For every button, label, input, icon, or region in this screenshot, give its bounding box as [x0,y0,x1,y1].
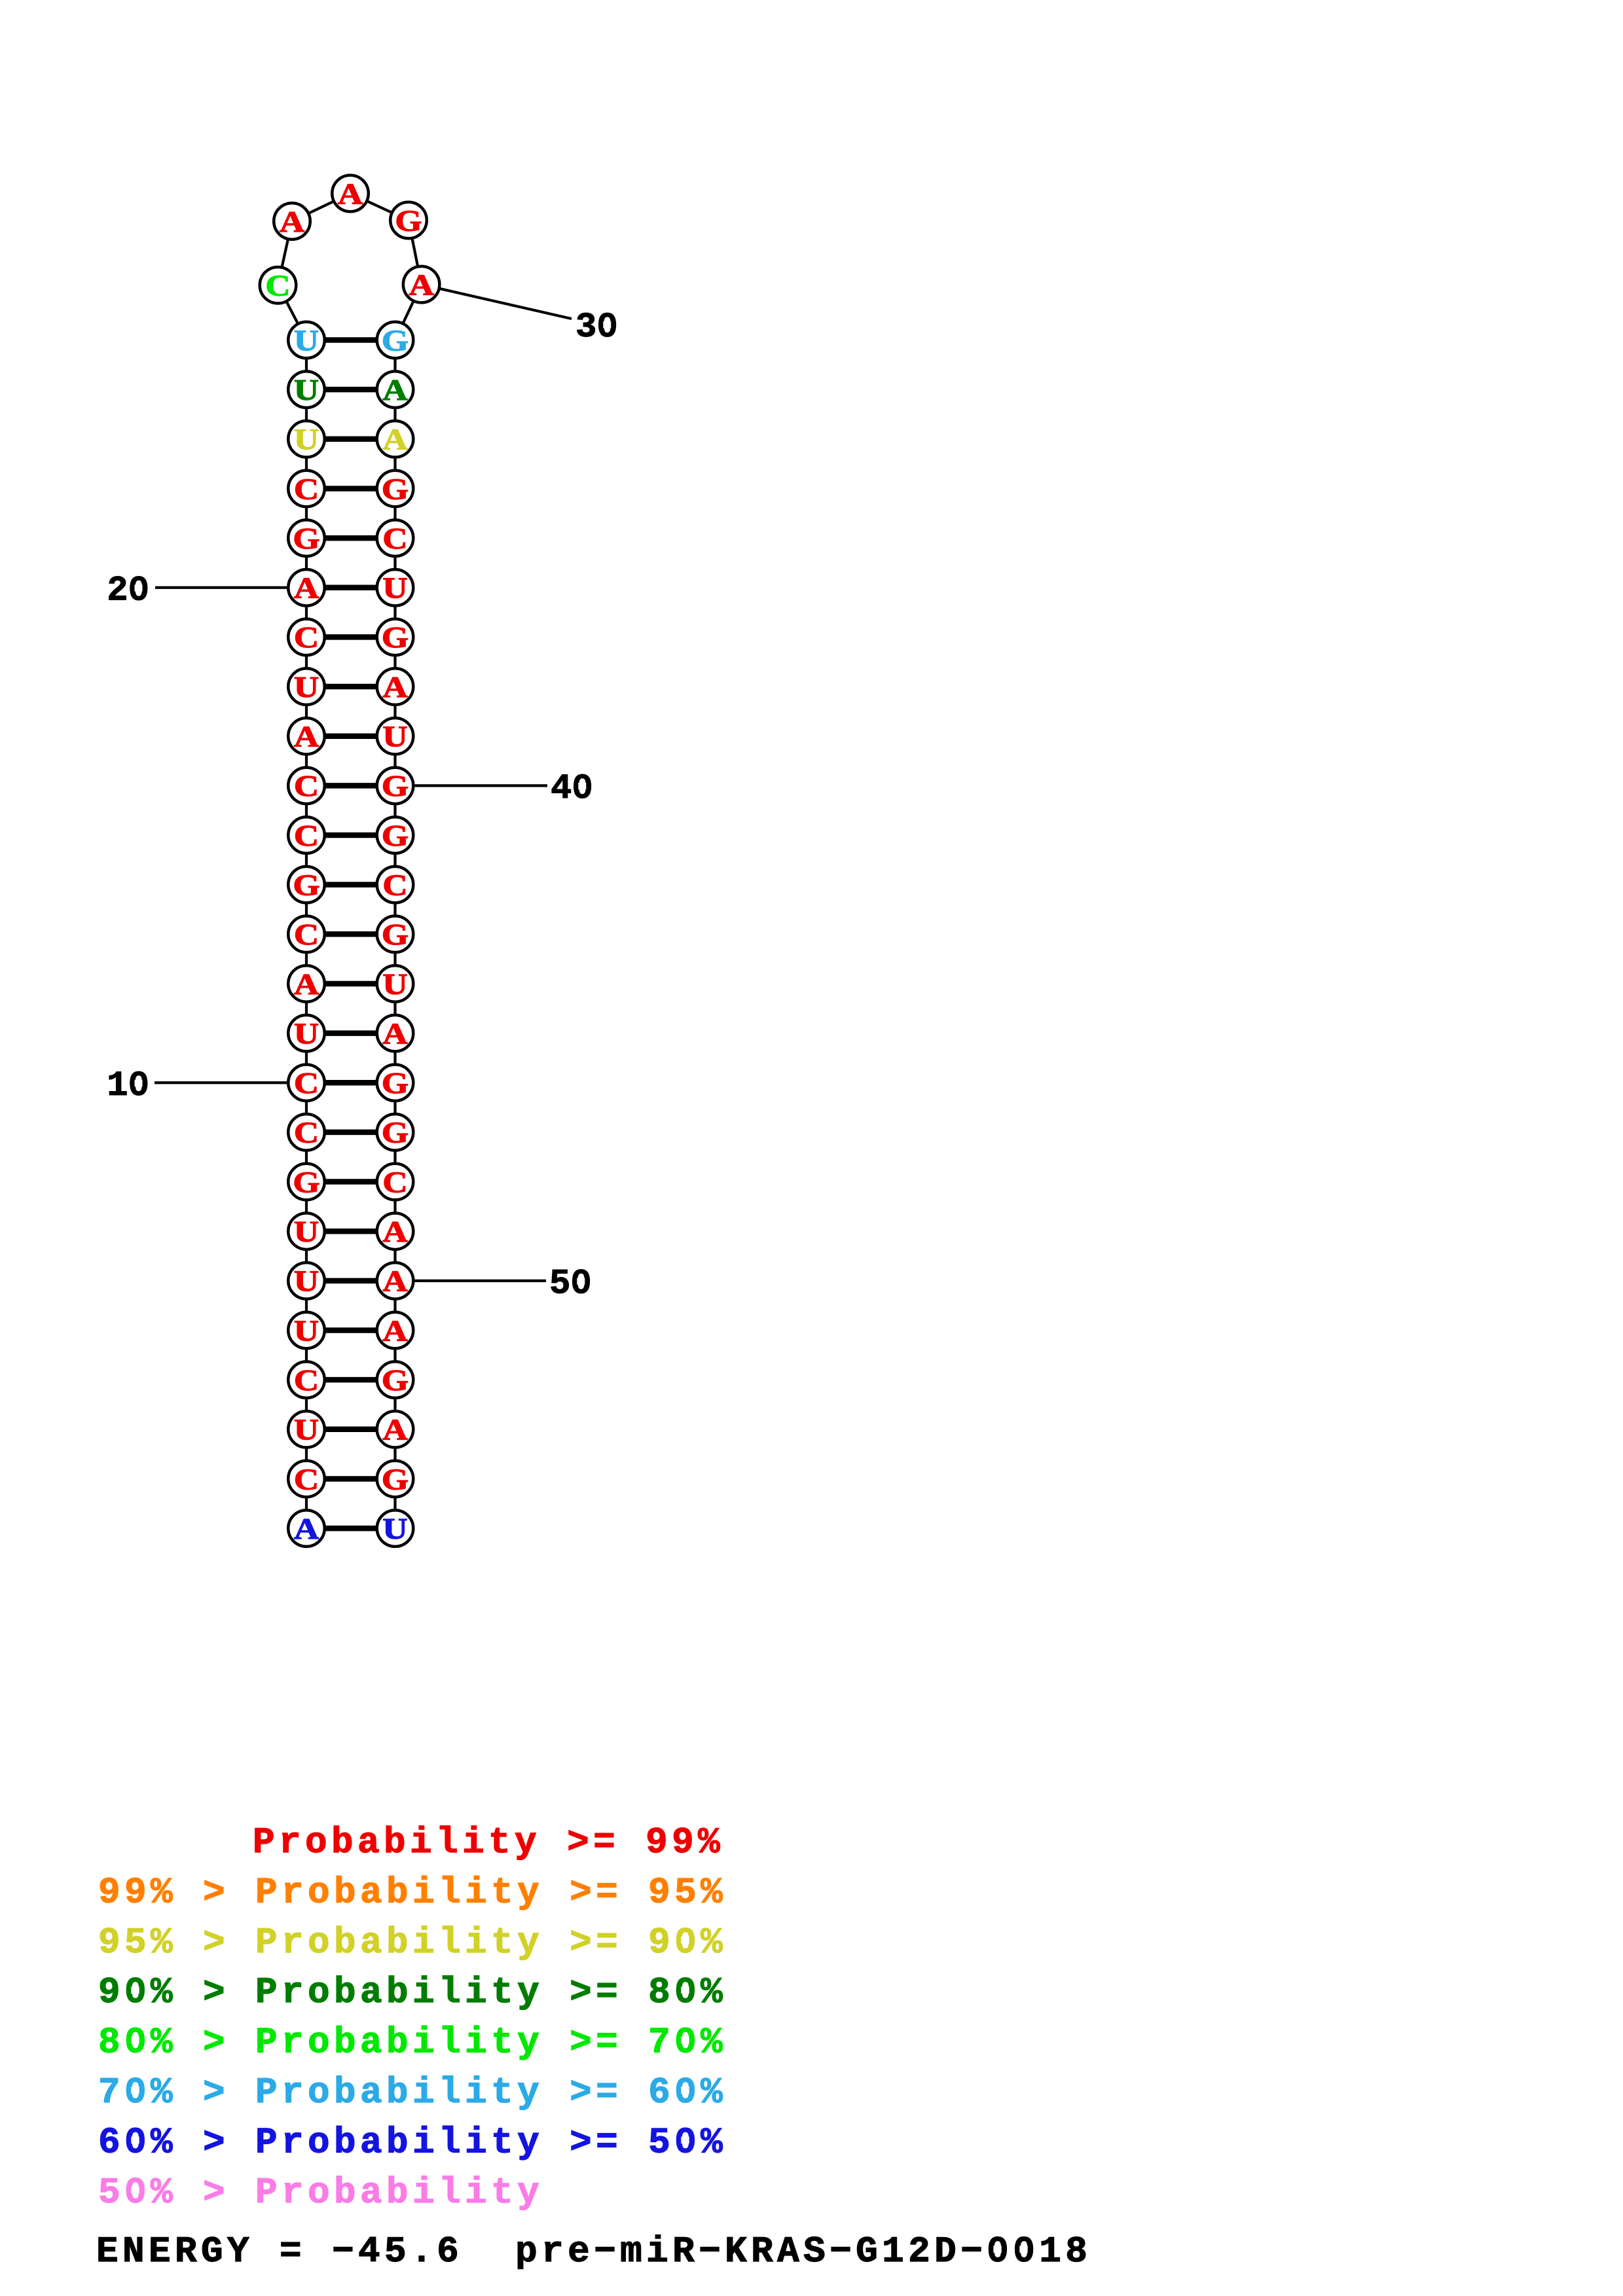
svg-text:A: A [382,1413,407,1446]
svg-text:A: A [382,1017,407,1050]
svg-text:C: C [294,918,319,951]
svg-text:A: A [382,423,407,456]
svg-text:Probability >= 99%: Probability >= 99% [253,1821,724,1863]
svg-text:G: G [395,204,422,237]
svg-text:99% > Probability >= 95%: 99% > Probability >= 95% [98,1871,727,1913]
svg-text:50: 50 [549,1264,592,1304]
svg-text:C: C [294,620,319,654]
svg-text:A: A [382,1265,407,1298]
svg-text:G: G [382,472,409,505]
svg-text:20: 20 [107,571,149,611]
svg-text:60% > Probability >= 50%: 60% > Probability >= 50% [98,2121,727,2163]
svg-text:U: U [382,1512,407,1545]
svg-text:A: A [294,571,319,605]
svg-text:G: G [382,323,409,357]
svg-text:U: U [294,1265,319,1298]
svg-text:G: G [382,918,409,951]
svg-text:A: A [382,1314,407,1347]
svg-text:ENERGY = −45.6 pre−miR−KRAS−G: ENERGY = −45.6 pre−miR−KRAS−G12D−0018 [96,2231,1091,2272]
svg-text:A: A [280,205,304,238]
svg-text:40: 40 [551,769,593,809]
svg-text:10: 10 [107,1066,149,1106]
svg-text:C: C [294,1462,319,1496]
svg-text:C: C [382,1166,407,1199]
svg-text:A: A [294,720,319,753]
svg-text:C: C [294,1363,319,1397]
svg-text:U: U [294,373,319,406]
svg-text:G: G [293,522,319,555]
svg-text:A: A [382,373,407,406]
svg-text:G: G [382,1066,409,1100]
svg-text:50% > Probability: 50% > Probability [98,2172,543,2214]
svg-text:G: G [293,1166,319,1199]
svg-text:G: G [382,1462,409,1496]
svg-text:C: C [294,472,319,505]
svg-text:G: G [382,769,409,802]
svg-text:U: U [294,1215,319,1248]
svg-text:70% > Probability >= 60%: 70% > Probability >= 60% [98,2072,727,2113]
svg-text:U: U [382,967,407,1001]
svg-text:G: G [382,1116,409,1149]
svg-text:U: U [294,323,319,357]
svg-text:G: G [382,819,409,852]
svg-text:A: A [382,1215,407,1248]
svg-text:90% > Probability >= 80%: 90% > Probability >= 80% [98,1971,727,2013]
svg-text:G: G [382,1363,409,1397]
svg-text:C: C [294,1116,319,1149]
svg-text:C: C [294,769,319,802]
svg-text:U: U [294,423,319,456]
svg-text:A: A [338,177,363,210]
svg-text:G: G [293,869,319,902]
svg-text:U: U [294,1314,319,1347]
svg-text:C: C [294,819,319,852]
svg-text:30: 30 [575,308,618,348]
svg-text:U: U [382,720,407,753]
svg-text:U: U [382,571,407,605]
svg-text:C: C [382,869,407,902]
svg-text:C: C [265,269,290,302]
svg-text:80% > Probability >= 70%: 80% > Probability >= 70% [98,2022,727,2064]
svg-text:U: U [294,1413,319,1446]
svg-text:U: U [294,670,319,704]
svg-text:C: C [294,1066,319,1100]
svg-text:A: A [382,670,407,704]
svg-text:C: C [382,522,407,555]
svg-text:A: A [294,967,319,1001]
svg-text:U: U [294,1017,319,1050]
svg-text:G: G [382,620,409,654]
svg-text:A: A [409,268,433,302]
svg-text:A: A [294,1512,319,1545]
svg-text:95% > Probability >= 90%: 95% > Probability >= 90% [98,1922,727,1964]
